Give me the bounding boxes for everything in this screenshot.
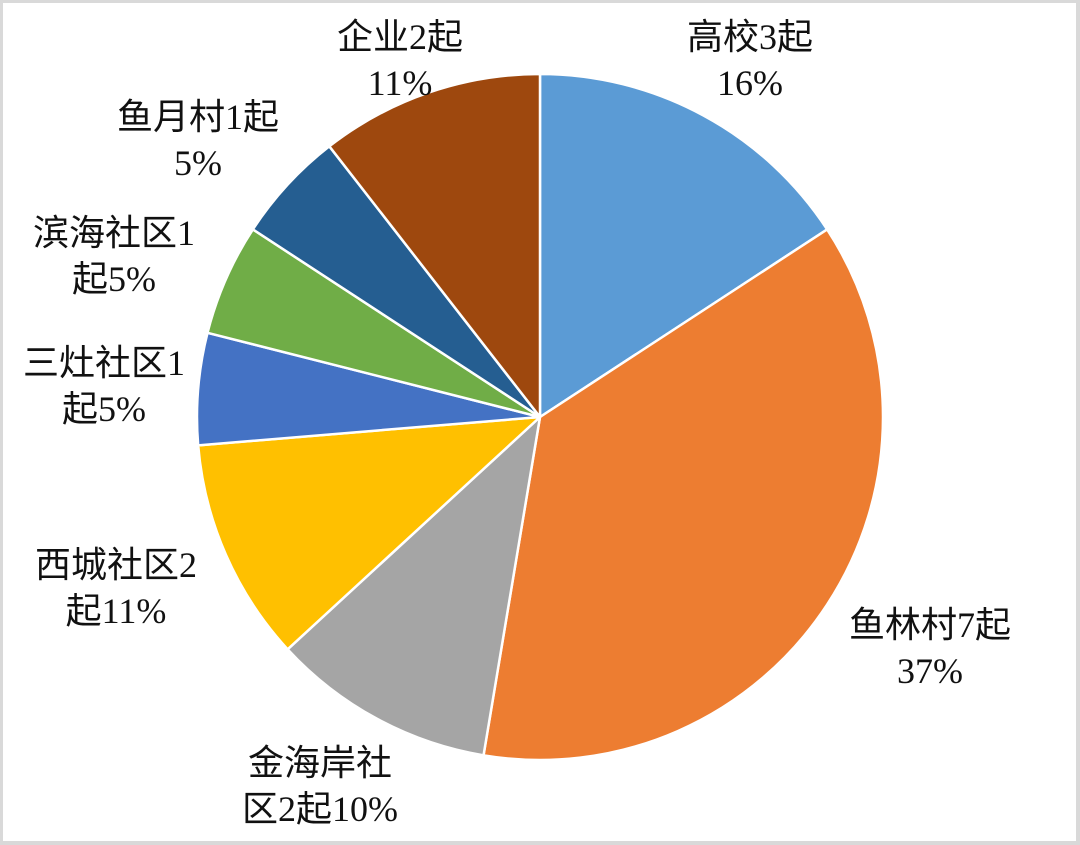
label-xicheng-line1: 西城社区2 [34, 545, 197, 585]
label-sanzao: 三灶社区1 起5% [4, 340, 204, 432]
label-binhai: 滨海社区1 起5% [14, 210, 214, 302]
label-qiye: 企业2起 11% [290, 14, 510, 106]
pie-slice-2 [286, 415, 542, 757]
label-yulincun: 鱼林村7起 37% [820, 602, 1040, 694]
label-xicheng: 西城社区2 起11% [16, 542, 216, 634]
label-binhai-line2: 起5% [72, 259, 156, 299]
label-jinhaian: 金海岸社 区2起10% [220, 740, 420, 832]
pie-slice-7 [328, 72, 542, 419]
label-yuyuecun-line1: 鱼月村1起 [116, 97, 279, 137]
label-qiye-line2: 11% [367, 63, 433, 103]
label-qiye-line1: 企业2起 [336, 17, 463, 57]
label-yuyuecun-line2: 5% [174, 143, 222, 183]
label-jinhaian-line1: 金海岸社 [247, 743, 392, 783]
label-gaoxiao-line2: 16% [717, 63, 783, 103]
pie-slice-0 [538, 72, 829, 419]
label-yulincun-line1: 鱼林村7起 [848, 605, 1011, 645]
label-jinhaian-line2: 区2起10% [242, 789, 398, 829]
label-sanzao-line2: 起5% [62, 389, 146, 429]
pie-slice-1 [482, 228, 885, 762]
label-yuyuecun: 鱼月村1起 5% [88, 94, 308, 186]
label-xicheng-line2: 起11% [65, 591, 167, 631]
label-gaoxiao: 高校3起 16% [640, 14, 860, 106]
label-binhai-line1: 滨海社区1 [32, 213, 195, 253]
label-yulincun-line2: 37% [897, 651, 963, 691]
pie-slice-3 [196, 415, 542, 651]
label-sanzao-line1: 三灶社区1 [22, 343, 185, 383]
label-gaoxiao-line1: 高校3起 [686, 17, 813, 57]
